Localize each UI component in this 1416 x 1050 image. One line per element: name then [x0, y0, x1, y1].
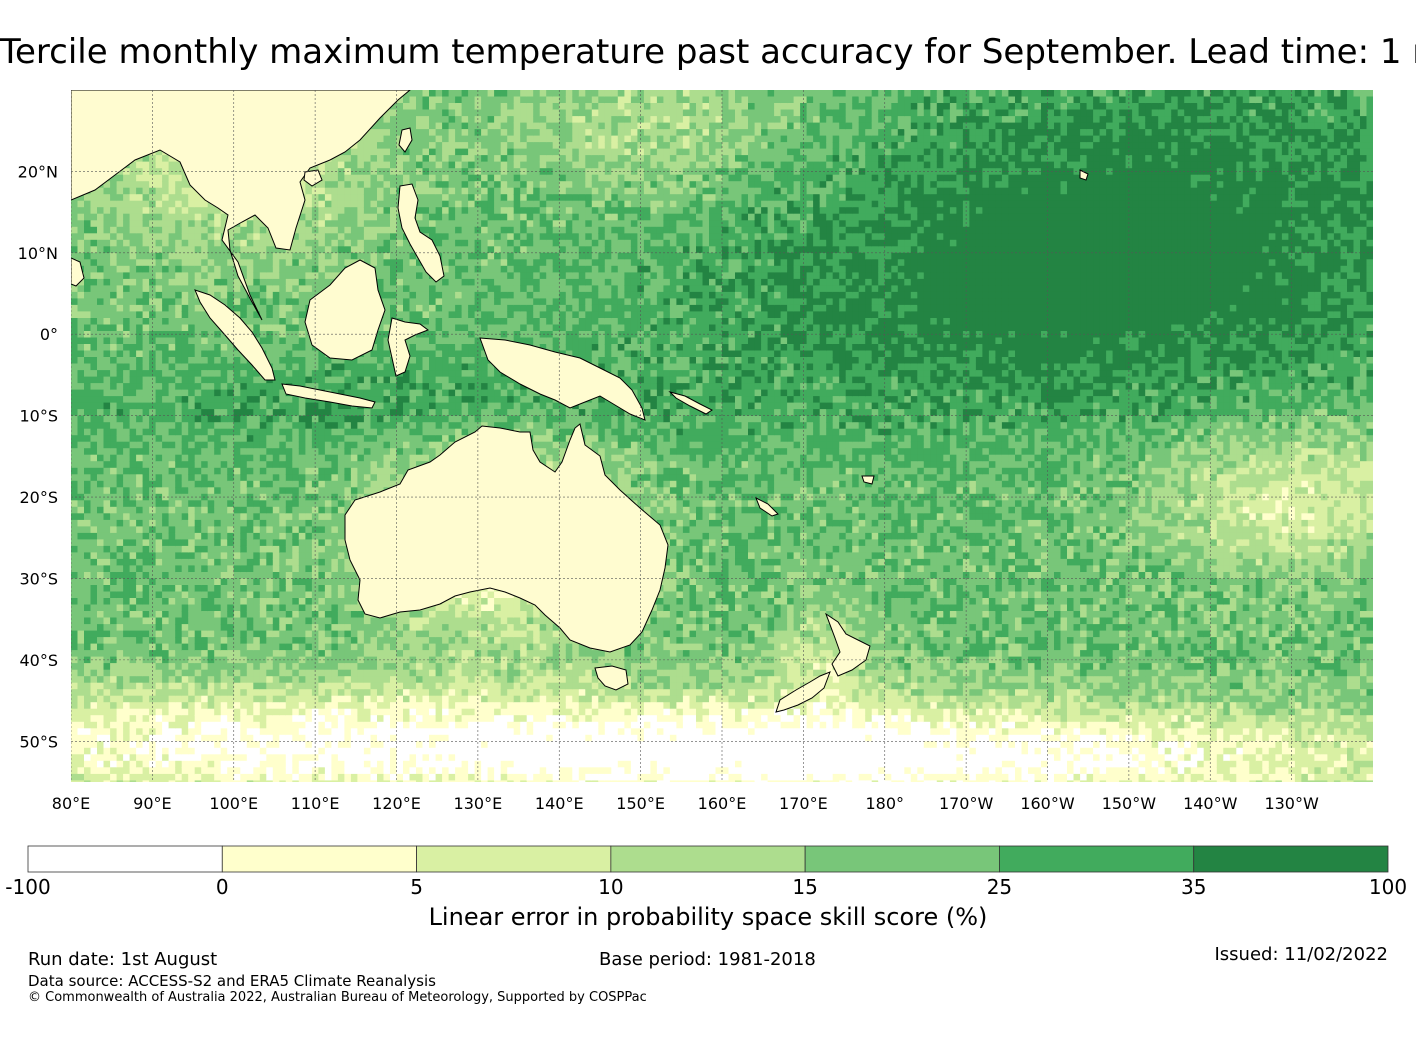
copyright-notice: © Commonwealth of Australia 2022, Austra…	[28, 990, 647, 1005]
lon-label: 150°E	[616, 794, 665, 813]
lat-label: 10°S	[19, 407, 58, 426]
lat-label: 20°S	[19, 488, 58, 507]
legend-tick-label: 0	[216, 875, 229, 899]
lon-label: 160°W	[1020, 794, 1075, 813]
lon-label: 100°E	[209, 794, 258, 813]
lon-label: 180°	[865, 794, 904, 813]
legend-tick-label: 10	[598, 875, 623, 899]
legend-bin	[805, 846, 999, 872]
longitude-labels: 80°E 90°E 100°E 110°E 120°E 130°E 140°E 150°E 16…	[52, 794, 1319, 813]
legend-bin	[1194, 846, 1388, 872]
lon-label: 170°E	[779, 794, 828, 813]
issued-date: Issued: 11/02/2022	[1214, 944, 1388, 965]
lon-label: 90°E	[133, 794, 171, 813]
legend-tick-label: 35	[1181, 875, 1206, 899]
lat-label: 50°S	[19, 732, 58, 751]
legend-bin	[417, 846, 611, 872]
lat-label: 0°	[40, 325, 58, 344]
lon-label: 80°E	[52, 794, 90, 813]
lat-label: 20°N	[18, 162, 58, 181]
legend-tick-label: 15	[792, 875, 817, 899]
legend-tick-label: 25	[987, 875, 1012, 899]
legend-tick-label: 100	[1369, 875, 1407, 899]
skill-score-map: 20°N 10°N 0° 10°S 20°S 30°S 40°S 50°S 80°E 90°E 1…	[0, 0, 1416, 830]
legend-bin	[999, 846, 1193, 872]
legend-label: Linear error in probability space skill …	[0, 903, 1416, 931]
lon-label: 170°W	[939, 794, 994, 813]
lat-label: 30°S	[19, 569, 58, 588]
lon-label: 130°W	[1264, 794, 1319, 813]
legend-bin	[28, 846, 222, 872]
latitude-labels: 20°N 10°N 0° 10°S 20°S 30°S 40°S 50°S	[18, 162, 58, 751]
lon-label: 110°E	[291, 794, 340, 813]
legend-tick-label: -100	[5, 875, 50, 899]
lon-label: 120°E	[372, 794, 421, 813]
lon-label: 140°W	[1183, 794, 1238, 813]
lat-label: 10°N	[18, 244, 58, 263]
legend-bin	[222, 846, 416, 872]
data-source: Data source: ACCESS-S2 and ERA5 Climate …	[28, 972, 436, 990]
legend-tick-label: 5	[410, 875, 423, 899]
base-period: Base period: 1981-2018	[599, 949, 816, 970]
lon-label: 160°E	[698, 794, 747, 813]
lat-label: 40°S	[19, 651, 58, 670]
lon-label: 150°W	[1102, 794, 1157, 813]
lon-label: 140°E	[535, 794, 584, 813]
lon-label: 130°E	[454, 794, 503, 813]
run-date: Run date: 1st August	[28, 949, 217, 970]
legend-bin	[611, 846, 805, 872]
